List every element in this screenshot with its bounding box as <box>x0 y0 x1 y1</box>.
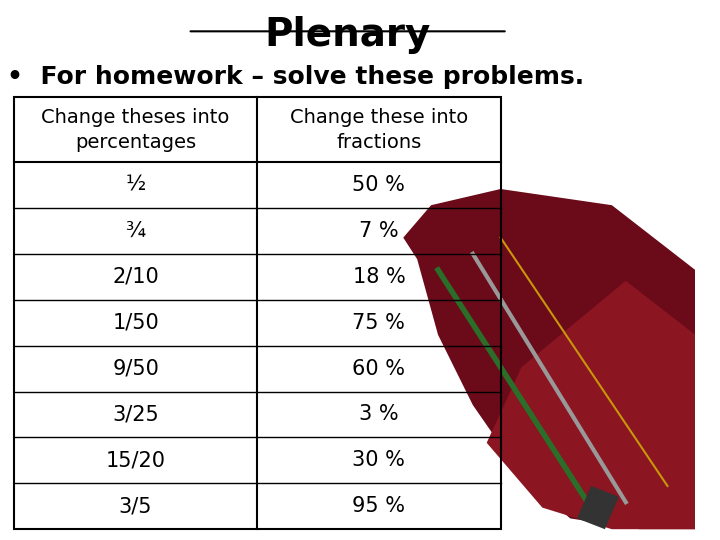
Text: 2/10: 2/10 <box>112 267 159 287</box>
Text: 50 %: 50 % <box>353 175 405 195</box>
Polygon shape <box>403 189 696 529</box>
Text: 75 %: 75 % <box>353 313 405 333</box>
Text: 15/20: 15/20 <box>106 450 166 470</box>
Text: 9/50: 9/50 <box>112 359 159 379</box>
Text: •  For homework – solve these problems.: • For homework – solve these problems. <box>7 65 584 89</box>
Text: ¾: ¾ <box>125 221 145 241</box>
Text: 3 %: 3 % <box>359 404 399 424</box>
Text: 3/25: 3/25 <box>112 404 159 424</box>
Text: ½: ½ <box>125 175 145 195</box>
Polygon shape <box>487 281 696 529</box>
Text: 7 %: 7 % <box>359 221 399 241</box>
Text: 18 %: 18 % <box>353 267 405 287</box>
Text: 60 %: 60 % <box>352 359 405 379</box>
Text: Change these into
fractions: Change these into fractions <box>290 107 468 152</box>
Text: 95 %: 95 % <box>352 496 405 516</box>
Text: 1/50: 1/50 <box>112 313 159 333</box>
Text: 30 %: 30 % <box>353 450 405 470</box>
Polygon shape <box>577 486 618 529</box>
Text: Change theses into
percentages: Change theses into percentages <box>41 107 230 152</box>
Text: Plenary: Plenary <box>264 16 431 54</box>
Text: 3/5: 3/5 <box>119 496 153 516</box>
